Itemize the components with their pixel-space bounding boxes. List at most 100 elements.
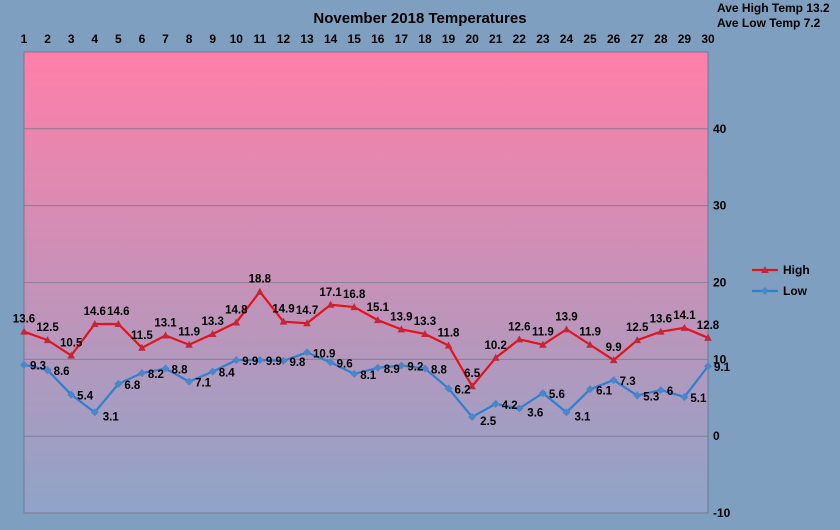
high-data-label: 6.5	[464, 368, 481, 380]
x-tick-label: 18	[418, 32, 432, 46]
legend: High Low	[752, 263, 810, 298]
x-tick-label: 4	[91, 32, 98, 46]
high-data-label: 10.2	[485, 340, 507, 352]
high-data-label: 12.5	[36, 322, 59, 334]
low-point	[680, 392, 689, 401]
low-point	[350, 369, 359, 378]
x-tick-label: 8	[186, 32, 193, 46]
low-point	[114, 379, 123, 388]
x-tick-label: 21	[489, 32, 503, 46]
ave-high-annotation: Ave High Temp 13.2	[717, 1, 830, 15]
high-series-line	[23, 290, 709, 388]
low-data-label: 8.1	[360, 370, 377, 382]
low-data-label: 3.1	[574, 411, 591, 423]
high-point	[326, 300, 335, 308]
high-data-label: 9.9	[606, 342, 622, 354]
low-data-label: 5.6	[549, 389, 565, 401]
low-data-label: 3.1	[103, 411, 120, 423]
y-axis-ticks: -10 0 10 20 30 40	[713, 122, 731, 520]
low-data-label: 9.9	[266, 356, 282, 368]
high-point	[609, 356, 618, 364]
x-tick-label: 5	[115, 32, 122, 46]
low-data-label: 8.8	[172, 365, 189, 377]
high-point	[256, 287, 264, 295]
low-point	[43, 366, 52, 375]
high-point	[232, 318, 241, 326]
high-data-label: 13.6	[650, 314, 672, 326]
high-data-label: 15.1	[367, 302, 390, 314]
x-tick-label: 10	[230, 32, 244, 46]
x-tick-label: 30	[701, 32, 715, 46]
x-tick-label: 16	[371, 32, 385, 46]
high-point	[279, 317, 288, 325]
low-point	[67, 390, 76, 399]
low-point	[279, 356, 288, 365]
low-legend-label: Low	[783, 284, 808, 298]
low-data-label: 8.9	[384, 364, 400, 376]
low-point	[326, 358, 335, 367]
x-tick-label: 7	[162, 32, 169, 46]
low-point	[137, 369, 146, 378]
high-point	[515, 335, 524, 343]
high-point	[185, 340, 193, 348]
low-point	[397, 361, 406, 370]
high-data-label: 13.3	[414, 316, 436, 328]
low-point	[704, 362, 712, 371]
x-tick-label: 15	[348, 32, 362, 46]
low-data-label: 4.2	[502, 400, 518, 412]
high-point	[704, 333, 712, 341]
high-point	[657, 327, 665, 335]
low-point	[468, 412, 477, 421]
x-tick-label: 17	[395, 32, 409, 46]
x-tick-label: 3	[68, 32, 75, 46]
high-point	[562, 325, 571, 333]
low-point	[90, 408, 99, 417]
low-data-label: 6.1	[596, 385, 613, 397]
low-data-label: 9.2	[407, 361, 423, 373]
low-data-label: 6	[667, 386, 673, 398]
low-data-label: 5.3	[643, 391, 659, 403]
high-data-label: 14.8	[225, 304, 248, 316]
high-data-label: 13.9	[390, 311, 412, 323]
low-data-label: 3.6	[527, 408, 543, 420]
high-data-label: 14.1	[673, 310, 696, 322]
low-data-label: 9.9	[242, 356, 258, 368]
low-point	[208, 367, 217, 376]
y-tick-label: 0	[713, 429, 720, 443]
low-data-label: 10.9	[313, 348, 335, 360]
low-point	[515, 404, 524, 413]
x-tick-label: 2	[44, 32, 51, 46]
high-point	[90, 319, 99, 327]
low-point	[609, 376, 618, 385]
low-data-label: 8.6	[54, 366, 70, 378]
low-legend-marker	[761, 287, 769, 295]
high-data-label: 11.9	[579, 327, 601, 339]
x-tick-label: 28	[654, 32, 668, 46]
high-point	[303, 319, 311, 327]
x-tick-label: 13	[300, 32, 314, 46]
x-tick-label: 9	[209, 32, 216, 46]
high-data-label: 17.1	[319, 287, 342, 299]
low-data-label: 6.8	[124, 380, 141, 392]
high-data-label: 14.6	[84, 306, 106, 318]
low-point	[491, 399, 500, 408]
series-layer	[20, 287, 712, 421]
high-legend-label: High	[783, 263, 810, 277]
high-point	[208, 329, 217, 337]
low-data-label: 5.4	[77, 391, 94, 403]
high-data-label: 18.8	[249, 274, 272, 286]
high-point	[161, 331, 170, 339]
high-data-label: 12.5	[626, 322, 649, 334]
x-tick-label: 24	[560, 32, 574, 46]
y-tick-label: -10	[713, 506, 731, 520]
low-point	[538, 389, 547, 398]
high-data-label: 13.6	[13, 314, 35, 326]
high-point	[114, 319, 123, 327]
high-point	[421, 329, 429, 337]
low-data-label: 2.5	[480, 416, 497, 428]
high-point	[491, 353, 500, 361]
high-point	[633, 336, 642, 344]
high-point	[373, 316, 382, 324]
high-point	[350, 303, 359, 311]
